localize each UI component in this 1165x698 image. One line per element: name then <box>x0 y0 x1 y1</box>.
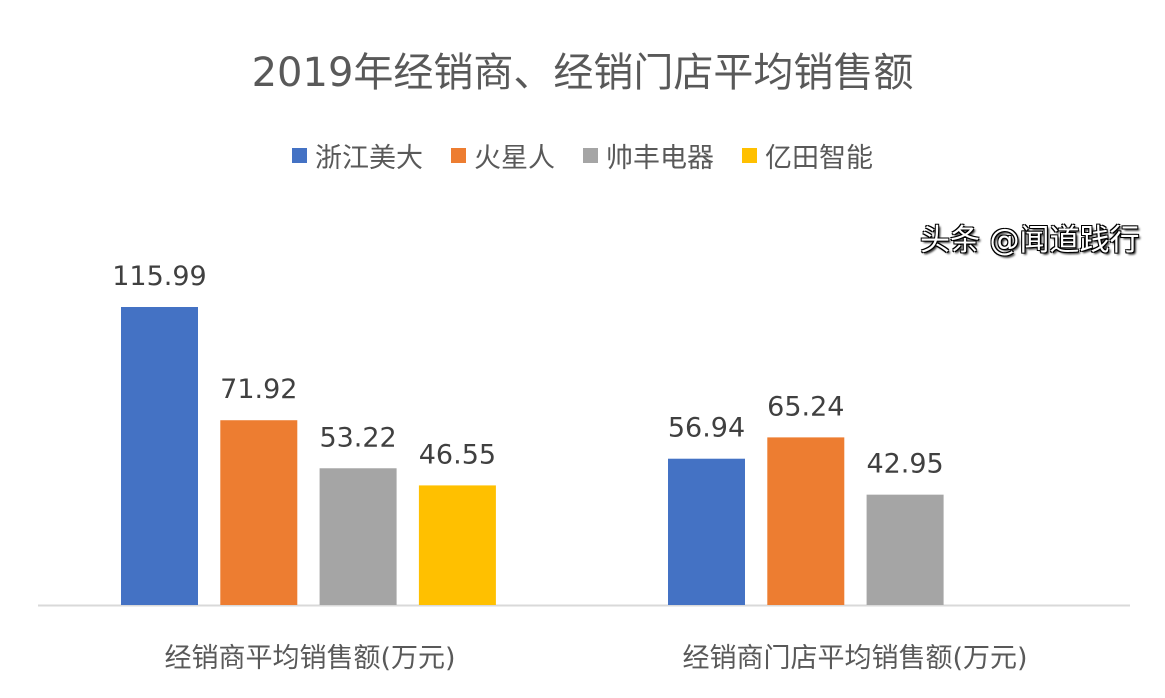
legend-item: 火星人 <box>451 136 555 175</box>
data-label: 46.55 <box>419 439 496 470</box>
legend-item: 亿田智能 <box>742 136 873 175</box>
bar <box>319 468 397 605</box>
legend: 浙江美大 火星人 帅丰电器 亿田智能 <box>0 136 1165 175</box>
bar <box>767 437 845 605</box>
category-label: 经销商门店平均销售额(万元) <box>682 643 1027 674</box>
legend-swatch <box>742 148 757 163</box>
chart-title: 2019年经销商、经销门店平均销售额 <box>251 50 914 96</box>
bar <box>668 458 745 605</box>
legend-swatch <box>583 148 598 163</box>
bar <box>418 485 496 605</box>
watermark: 头条 @闻道践行 <box>920 223 1140 258</box>
bar <box>866 494 944 605</box>
legend-swatch <box>451 148 466 163</box>
data-label: 53.22 <box>319 422 396 453</box>
data-label: 71.92 <box>220 374 297 405</box>
data-label: 65.24 <box>767 391 844 422</box>
legend-swatch <box>292 148 307 163</box>
data-label: 56.94 <box>668 413 745 444</box>
legend-label: 火星人 <box>474 143 555 174</box>
legend-item: 帅丰电器 <box>583 136 714 175</box>
legend-label: 亿田智能 <box>765 143 873 174</box>
category-label: 经销商平均销售额(万元) <box>164 643 455 674</box>
data-label: 42.95 <box>866 449 943 480</box>
legend-item: 浙江美大 <box>292 136 423 175</box>
legend-label: 帅丰电器 <box>606 143 714 174</box>
legend-label: 浙江美大 <box>315 143 423 174</box>
bar <box>220 420 298 605</box>
data-label: 115.99 <box>112 261 206 292</box>
bar <box>121 307 198 605</box>
